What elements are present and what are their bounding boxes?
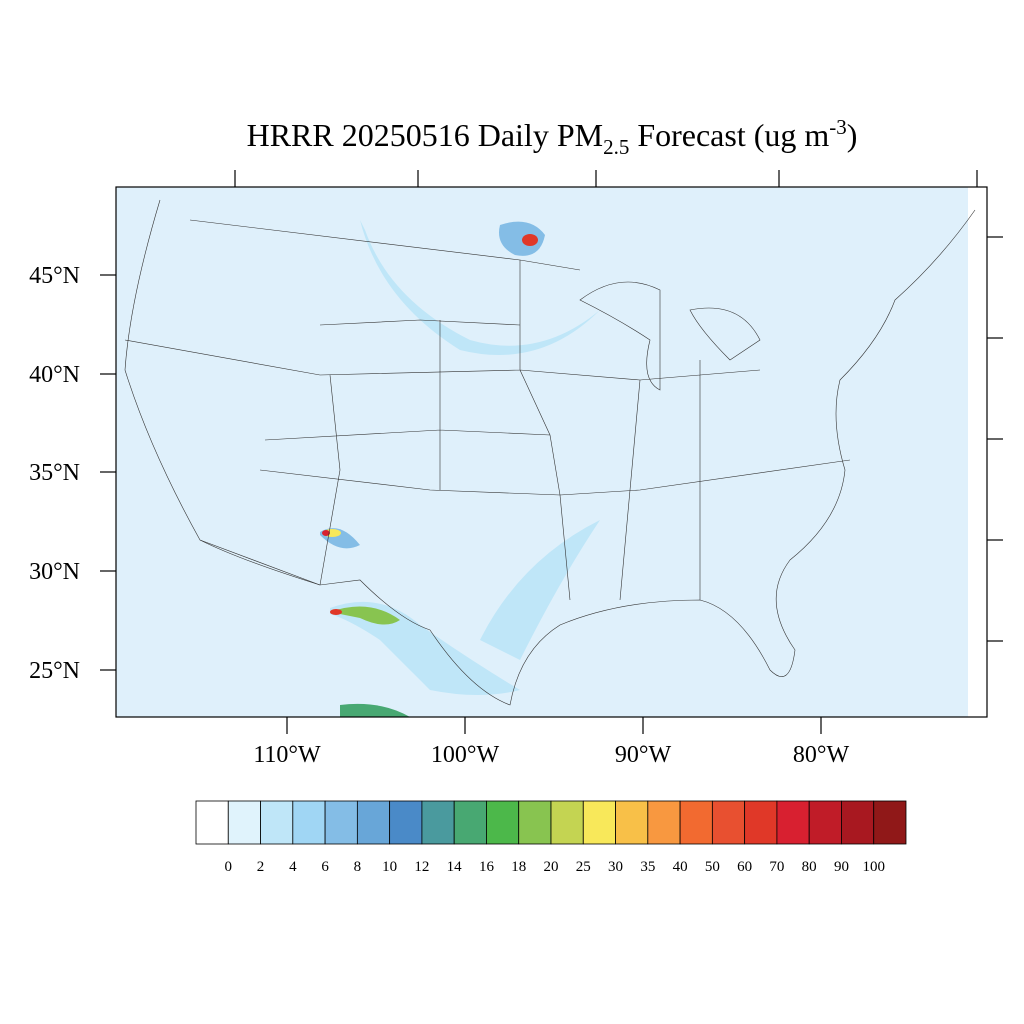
colorbar-label: 16	[479, 859, 495, 875]
lat-label: 40°N	[29, 362, 80, 388]
map-frame	[115, 186, 988, 718]
colorbar-box	[679, 800, 713, 845]
lon-label: 90°W	[615, 742, 672, 768]
colorbar-label: 90	[834, 859, 849, 875]
colorbar-label: 20	[544, 859, 559, 875]
colorbar-box	[260, 800, 294, 845]
colorbar-label: 25	[576, 859, 591, 875]
map-ticks	[100, 170, 1003, 734]
colorbar-box	[486, 800, 520, 845]
colorbar-box	[195, 800, 229, 845]
map	[100, 170, 1003, 734]
great-lakes	[579, 281, 761, 391]
colorbar-box	[356, 800, 391, 845]
colorbar-label: 80	[802, 859, 817, 875]
colorbar-label: 8	[354, 859, 362, 875]
hotspot	[322, 530, 330, 536]
colorbar-box	[389, 800, 423, 845]
lon-label: 80°W	[793, 742, 850, 768]
colorbar-box	[421, 800, 455, 845]
title-text: Forecast (ug m	[629, 117, 829, 153]
title-subscript: 2.5	[603, 135, 629, 159]
colorbar-box	[550, 800, 584, 845]
map-edge	[968, 187, 987, 717]
colorbar-label: 100	[862, 859, 885, 875]
plume	[340, 703, 410, 717]
colorbar-box	[808, 800, 842, 845]
colorbar-box	[744, 800, 778, 845]
lon-label: 110°W	[253, 742, 321, 768]
colorbar-label: 0	[225, 859, 233, 875]
plume	[480, 520, 600, 660]
colorbar-box	[582, 800, 616, 845]
colorbar-box	[227, 800, 261, 845]
coastline	[124, 199, 976, 706]
plume	[330, 601, 520, 695]
colorbar-label: 60	[737, 859, 752, 875]
colorbar-label: 10	[382, 859, 397, 875]
hotspot	[522, 234, 538, 246]
colorbar-label: 30	[608, 859, 623, 875]
colorbar-label: 14	[447, 859, 463, 875]
plume	[330, 606, 400, 625]
colorbar-box	[711, 800, 746, 845]
colorbar-box	[841, 800, 875, 845]
axis-labels: 45°N 40°N 35°N 30°N 25°N 110°W 100°W 90°W 80°W	[29, 263, 849, 768]
colorbar-label: 70	[769, 859, 784, 875]
state-boundaries	[124, 219, 851, 601]
colorbar-label: 40	[673, 859, 688, 875]
colorbar-box	[292, 800, 326, 845]
plume	[499, 221, 545, 256]
title-text: )	[847, 117, 858, 153]
lat-label: 45°N	[29, 263, 80, 289]
colorbar-box	[776, 800, 810, 845]
colorbar-box	[647, 800, 681, 845]
lat-label: 30°N	[29, 559, 80, 585]
colorbar-box	[615, 800, 649, 845]
lon-label: 100°W	[431, 742, 500, 768]
colorbar-label: 2	[257, 859, 265, 875]
title: HRRR 20250516 Daily PM2.5 Forecast (ug m…	[247, 115, 858, 159]
colorbar-label: 12	[414, 859, 429, 875]
hotspot	[330, 609, 342, 615]
map-background	[116, 187, 987, 717]
lat-label: 35°N	[29, 460, 80, 486]
colorbar: 0 2 4 6 8 10 12 14 16 18 20 25 30 35 40 50 60 70 80 90 100	[195, 800, 907, 875]
colorbar-box	[873, 800, 907, 845]
title-superscript: -3	[829, 115, 847, 139]
colorbar-label: 18	[511, 859, 526, 875]
colorbar-label: 4	[289, 859, 297, 875]
colorbar-box	[324, 800, 358, 845]
colorbar-box	[453, 800, 487, 845]
lat-label: 25°N	[29, 658, 80, 684]
colorbar-label: 35	[640, 859, 655, 875]
colorbar-box	[518, 800, 552, 845]
colorbar-label: 50	[705, 859, 720, 875]
title-text: HRRR 20250516 Daily PM	[247, 117, 603, 153]
colorbar-label: 6	[321, 859, 329, 875]
